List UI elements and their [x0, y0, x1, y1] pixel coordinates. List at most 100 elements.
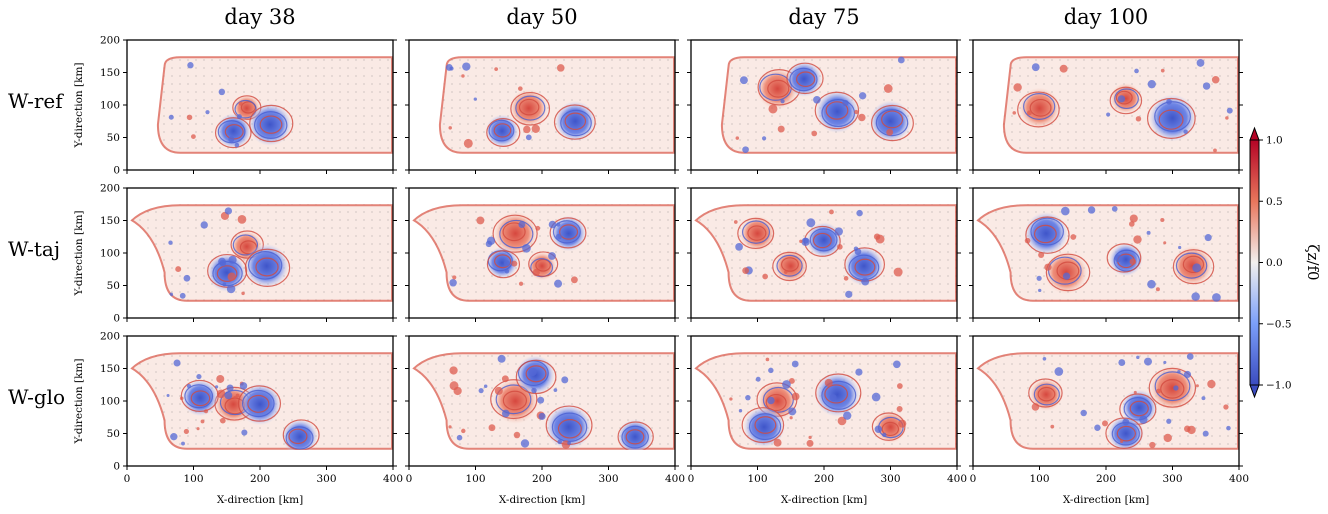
y-tick-label: 0: [113, 313, 120, 325]
vorticity-filament: [1204, 234, 1212, 242]
vorticity-filament: [886, 128, 894, 136]
eddy-filament: [737, 217, 775, 250]
vorticity-filament: [1207, 379, 1216, 389]
x-tick-label: 200: [532, 473, 552, 485]
vorticity-filament: [799, 239, 803, 243]
x-tick-label: 200: [814, 473, 834, 485]
vorticity-filament: [237, 214, 247, 224]
vorticity-filament: [729, 397, 733, 401]
panel: [687, 39, 961, 174]
vorticity-filament: [520, 439, 530, 448]
eddy-filament: [552, 220, 581, 244]
eddy-filament: [253, 111, 288, 139]
panel: [687, 187, 961, 322]
vorticity-filament: [478, 388, 484, 394]
vorticity-filament: [570, 276, 578, 284]
vorticity-filament: [538, 412, 546, 420]
vorticity-filament: [773, 438, 782, 447]
vorticity-filament: [226, 284, 236, 294]
vorticity-filament: [1183, 370, 1192, 378]
vorticity-filament: [216, 389, 226, 399]
vorticity-filament: [1163, 433, 1172, 443]
vorticity-filament: [1163, 241, 1167, 245]
vorticity-filament: [204, 409, 209, 414]
vorticity-filament: [1155, 287, 1160, 292]
eddy-filament: [255, 257, 279, 277]
vorticity-filament: [181, 441, 185, 446]
boundary-current: [720, 56, 957, 154]
vorticity-filament: [845, 290, 853, 298]
eddy-filament: [1154, 101, 1191, 132]
vorticity-filament: [235, 393, 240, 398]
eddy-filament: [495, 384, 532, 415]
y-tick-label: 50: [107, 132, 120, 144]
vorticity-filament: [561, 376, 569, 384]
vorticity-filament: [882, 432, 887, 438]
vorticity-filament: [452, 275, 457, 280]
vorticity-filament: [1225, 116, 1229, 120]
x-tick-label: 400: [665, 473, 685, 485]
y-tick-label: 150: [100, 215, 120, 227]
x-axis-label: X-direction [km]: [1063, 494, 1149, 506]
eddy-filament: [1160, 379, 1185, 399]
vorticity-filament: [782, 380, 791, 389]
colorbar: 1.0 0.5 0.0 −0.5 −1.0 ζz/f0: [1249, 126, 1322, 399]
vorticity-filament: [733, 220, 738, 224]
x-tick-label: 300: [316, 473, 336, 485]
eddy-filament: [1105, 417, 1143, 449]
x-tick-label: 0: [124, 473, 131, 485]
vorticity-filament: [200, 221, 208, 229]
x-tick-label: 300: [1162, 473, 1182, 485]
x-tick-label: 100: [183, 473, 203, 485]
vorticity-filament: [518, 86, 523, 91]
eddy-filament: [814, 91, 860, 130]
vorticity-filament: [528, 367, 537, 377]
vorticity-filament: [896, 383, 903, 389]
eddy-filament: [528, 251, 559, 277]
vorticity-filament: [535, 225, 541, 231]
vorticity-filament: [1177, 370, 1181, 374]
eddy-filament: [1158, 109, 1184, 130]
vorticity-filament: [219, 259, 227, 267]
x-tick-label: 100: [1029, 473, 1049, 485]
vorticity-filament: [1202, 82, 1211, 90]
eddy-filament: [754, 416, 777, 434]
vorticity-filament: [738, 409, 743, 413]
eddy-filament: [557, 419, 582, 439]
colorbar-extend-max: [1249, 126, 1260, 141]
vorticity-filament: [169, 292, 174, 297]
eddy-filament: [237, 385, 282, 422]
vorticity-filament: [1144, 357, 1152, 366]
vorticity-filament: [842, 99, 849, 107]
vorticity-filament: [735, 243, 743, 251]
vorticity-filament: [1213, 148, 1217, 153]
vorticity-filament: [768, 367, 774, 374]
vorticity-filament: [855, 368, 863, 376]
vorticity-filament: [1129, 258, 1137, 265]
x-tick-label: 200: [1096, 473, 1116, 485]
vorticity-filament: [777, 125, 785, 133]
eddy-filament: [515, 359, 557, 395]
anticyclonic-eddy: [239, 383, 281, 426]
colorbar-gradient: [1249, 139, 1260, 386]
vorticity-filament: [875, 234, 885, 244]
vorticity-filament: [1166, 418, 1172, 424]
vorticity-filament: [765, 357, 770, 362]
panel: 0 100 200 300 400 X-direction [km]: [687, 335, 967, 506]
vorticity-filament: [1050, 424, 1055, 429]
eddy-filament: [1172, 249, 1215, 285]
eddy-filament: [488, 119, 515, 142]
vorticity-filament: [179, 396, 184, 401]
vorticity-filament: [548, 220, 557, 229]
vorticity-filament: [476, 216, 485, 225]
eddy-filament: [821, 380, 857, 410]
panel: 0 100 200 300 400 X-direction [km]: [405, 335, 685, 506]
vorticity-filament: [1183, 129, 1188, 134]
vorticity-filament: [834, 227, 843, 236]
eddy-filament: [1146, 97, 1196, 139]
vorticity-filament: [824, 378, 833, 387]
x-tick-label: 400: [947, 473, 967, 485]
row-label: W-ref: [8, 89, 64, 113]
vorticity-filament: [224, 391, 233, 400]
vorticity-filament: [236, 114, 242, 120]
